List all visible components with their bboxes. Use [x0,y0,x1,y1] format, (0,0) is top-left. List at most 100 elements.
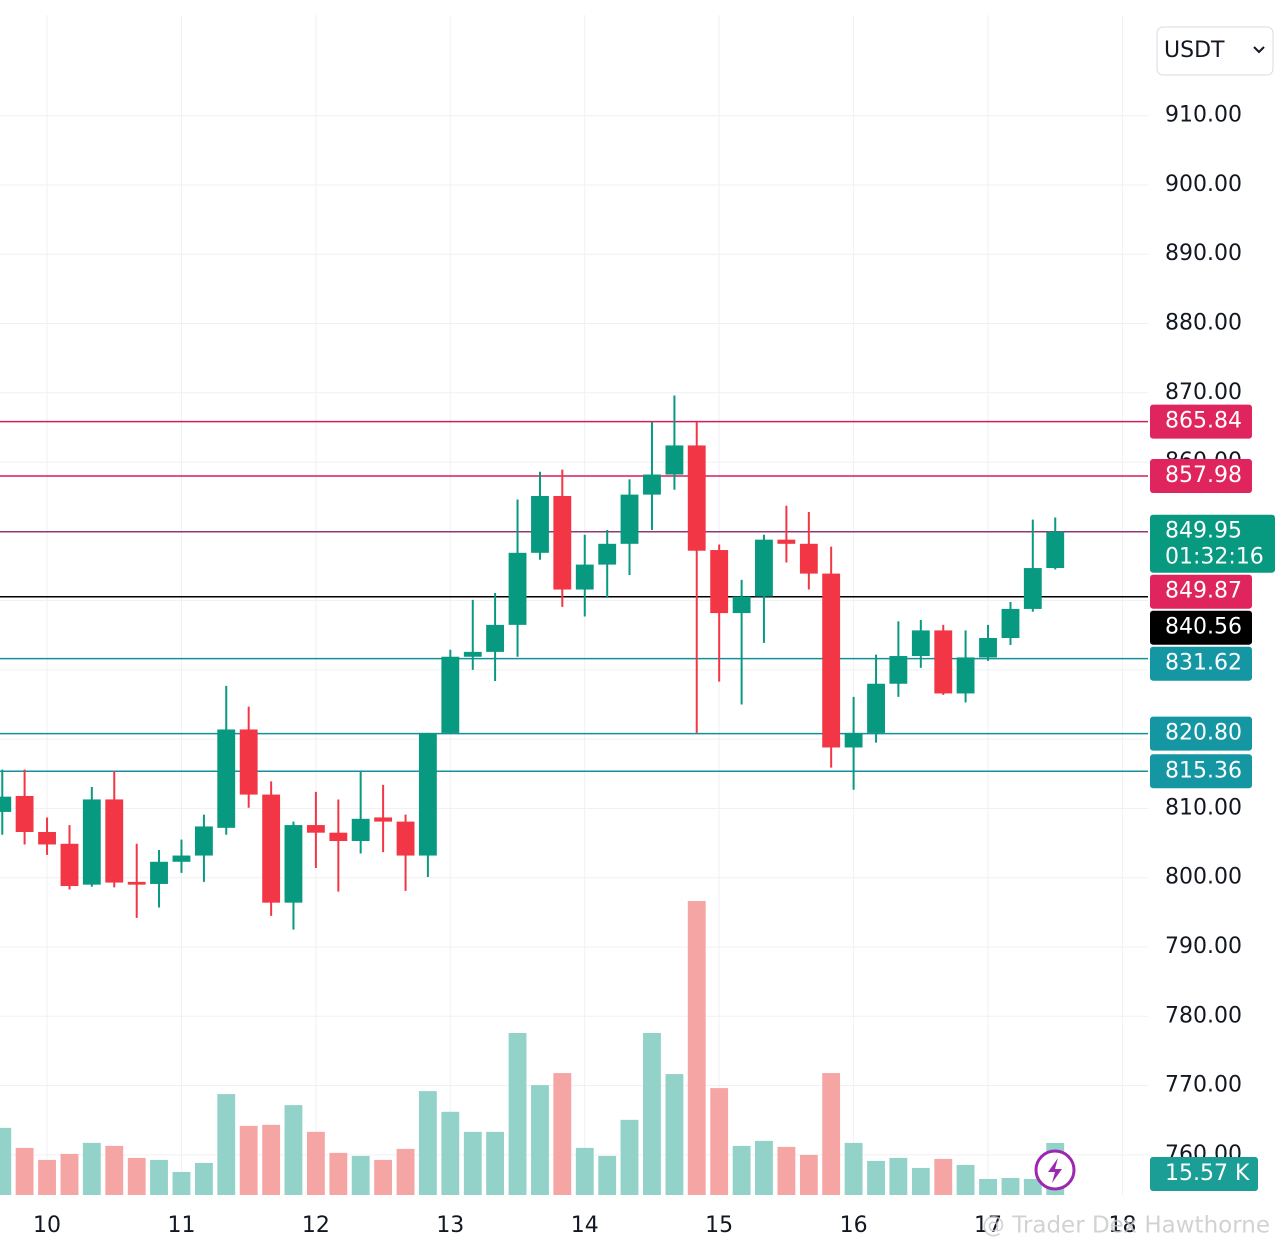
volume-bar [575,1147,594,1195]
volume-bar [889,1157,908,1195]
price-label: 831.62 [1165,651,1242,676]
volume-bar [553,1073,572,1195]
volume-bar [956,1164,975,1195]
candle-body [374,817,393,822]
volume-bar [441,1111,460,1195]
volume-bar [172,1171,191,1195]
lightning-icon[interactable] [1034,1149,1076,1191]
y-tick-label: 870.00 [1165,380,1242,405]
currency-select[interactable]: USDT [1156,26,1274,76]
candle-body [956,657,975,694]
candle-body [329,832,348,842]
currency-text[interactable]: USDT [1164,38,1225,63]
price-label-box [1150,514,1275,573]
y-tick-label: 890.00 [1165,241,1242,266]
price-label: 815.36 [1165,758,1242,783]
candle-body [1001,608,1020,639]
candle-body [82,799,101,885]
candle-body [889,656,908,684]
volume-bar [755,1140,773,1195]
candle-body [15,795,34,832]
currency-box[interactable] [1156,26,1274,76]
x-tick-label: 14 [571,1213,599,1238]
volume-bar [531,1085,549,1195]
volume-bar [306,1131,325,1195]
candle-body [979,638,997,658]
x-tick-label: 16 [840,1213,868,1238]
y-tick-label: 790.00 [1165,934,1242,959]
volume-bar [127,1157,146,1195]
price-label-box [1150,610,1252,645]
candle-body [799,543,818,574]
candle-body [732,596,751,614]
candle-body [486,624,505,652]
candle-body [105,799,124,883]
candle-body [127,881,146,885]
candle-body [755,539,773,597]
candle-body [598,543,617,565]
volume-bar [217,1094,236,1195]
candle-body [867,683,885,733]
x-tick-label: 18 [1108,1213,1136,1238]
volume-bar [598,1155,617,1195]
volume-bar [150,1159,168,1195]
volume-bar [329,1152,348,1195]
x-tick-label: 13 [436,1213,464,1238]
volume-bar [867,1160,885,1195]
volume-bar [687,901,706,1195]
y-tick-label: 900.00 [1165,172,1242,197]
volume-bar [643,1032,661,1195]
candle-body [38,831,56,845]
volume-bar [710,1088,729,1195]
volume-bar [418,1091,437,1195]
price-label: 820.80 [1165,721,1242,746]
x-tick-label: 12 [302,1213,330,1238]
candle-body [822,573,841,748]
candle-body [396,821,415,856]
candle-body [710,550,729,614]
volume-bar [486,1131,505,1195]
icon-bolt[interactable] [1048,1158,1062,1183]
candle-body [553,496,572,590]
candle-body [1046,531,1065,569]
x-tick-label: 17 [974,1213,1002,1238]
volume-bar [463,1131,482,1195]
candle-body [172,855,191,862]
price-label: 849.87 [1165,579,1242,604]
y-tick-label: 770.00 [1165,1073,1242,1098]
volume-bar [351,1155,370,1195]
price-label: 840.56 [1165,615,1242,640]
y-tick-label: 780.00 [1165,1003,1242,1028]
watermark: @ Trader Dex Hawthorne [982,1213,1270,1239]
volume-bar [508,1032,527,1195]
y-tick-label: 910.00 [1165,103,1242,128]
x-tick-label: 10 [33,1213,61,1238]
candle-body [351,818,370,842]
dropdown-arrow[interactable] [1253,46,1265,54]
volume-bar [1001,1177,1020,1195]
volume-bar [822,1073,841,1195]
volume-bar [105,1145,124,1195]
candle-body [150,861,168,884]
volume-bar [911,1167,930,1195]
candle-body [194,826,213,856]
volume-bar [620,1119,639,1195]
price-label: 849.95 [1165,519,1242,544]
volume-bar [284,1105,303,1195]
volume-bar [799,1154,818,1195]
volume-bar [15,1147,34,1195]
price-label-box [1150,754,1252,789]
price-label-box [1150,404,1252,439]
y-tick-label: 880.00 [1165,311,1242,336]
volume-bar [239,1125,258,1195]
price-label: 865.84 [1165,409,1242,434]
candle-body [643,474,661,495]
candle-body [239,729,258,795]
candle-body [306,825,325,833]
candle-body [934,630,953,694]
candle-body [687,445,706,551]
candle-body [262,794,281,903]
volume-label: 15.57 K [1165,1161,1250,1186]
candle-body [508,552,527,625]
